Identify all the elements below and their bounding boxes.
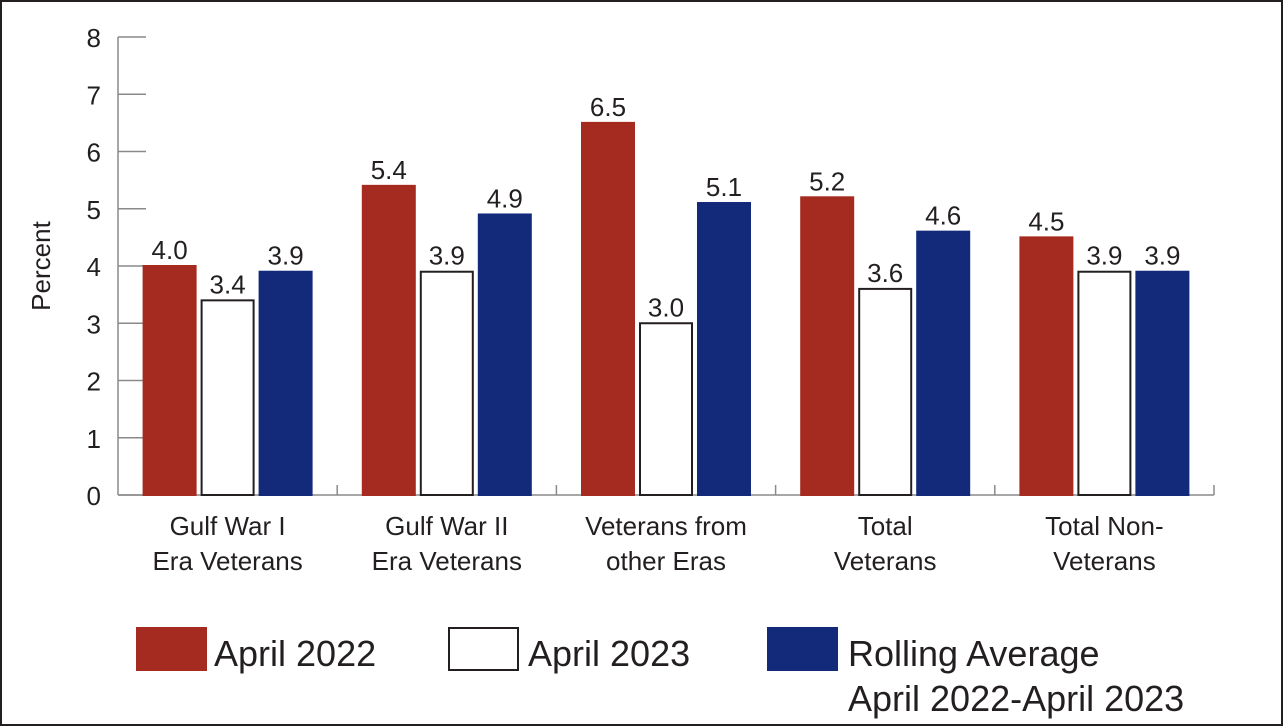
y-tick-label: 6: [87, 138, 101, 168]
bar-value-label: 3.9: [429, 241, 465, 271]
bar: [1019, 236, 1074, 496]
bar: [142, 265, 197, 496]
bar: [697, 202, 751, 496]
bar-value-label: 4.0: [152, 235, 188, 265]
bar: [916, 230, 971, 496]
category-label: Total Veterans: [834, 511, 937, 576]
y-tick-label: 0: [87, 481, 101, 511]
bar: [858, 287, 913, 496]
legend-label: April 2022: [214, 633, 376, 674]
y-tick-label: 3: [87, 309, 101, 339]
bar-value-label: 3.9: [268, 241, 304, 271]
bar-value-label: 4.6: [925, 201, 961, 231]
bar: [258, 270, 313, 496]
category-label: Veterans from other Eras: [585, 511, 747, 576]
y-tick-label: 7: [87, 80, 101, 110]
bar-value-label: 3.0: [648, 292, 684, 322]
bar-value-label: 3.6: [867, 258, 903, 288]
y-tick-label: 1: [87, 424, 101, 454]
legend-swatch: [136, 627, 207, 671]
bar-value-label: 5.4: [371, 155, 407, 185]
bar: [200, 299, 255, 496]
bar: [1135, 270, 1190, 496]
bar-value-label: 4.5: [1028, 206, 1064, 236]
bar-value-label: 3.4: [210, 269, 246, 299]
legend-label: Rolling Average April 2022-April 2023: [848, 633, 1184, 719]
bar: [361, 184, 416, 496]
bar-value-label: 5.1: [706, 172, 742, 202]
y-tick-label: 4: [87, 252, 101, 282]
bar-value-label: 5.2: [809, 166, 845, 196]
y-tick-label: 8: [87, 23, 101, 53]
category-label: Total Non-Veterans: [1045, 511, 1164, 576]
category-label: Gulf War II Era Veterans: [372, 511, 522, 576]
bar-value-label: 3.9: [1086, 241, 1122, 271]
bar: [800, 196, 855, 497]
category-label: Gulf War I Era Veterans: [152, 511, 302, 576]
legend-swatch: [448, 627, 519, 671]
bar: [639, 322, 693, 496]
y-tick-label: 5: [87, 195, 101, 225]
bar-value-label: 6.5: [590, 92, 626, 122]
bar: [419, 270, 474, 496]
bar: [1077, 270, 1132, 496]
legend-swatch: [767, 627, 838, 671]
legend-label: April 2023: [528, 633, 690, 674]
y-tick-label: 2: [87, 367, 101, 397]
bar: [581, 121, 635, 496]
bar: [477, 213, 532, 496]
bar-value-label: 4.9: [487, 183, 523, 213]
y-axis-title: Percent: [26, 220, 56, 310]
bar-value-label: 3.9: [1144, 241, 1180, 271]
